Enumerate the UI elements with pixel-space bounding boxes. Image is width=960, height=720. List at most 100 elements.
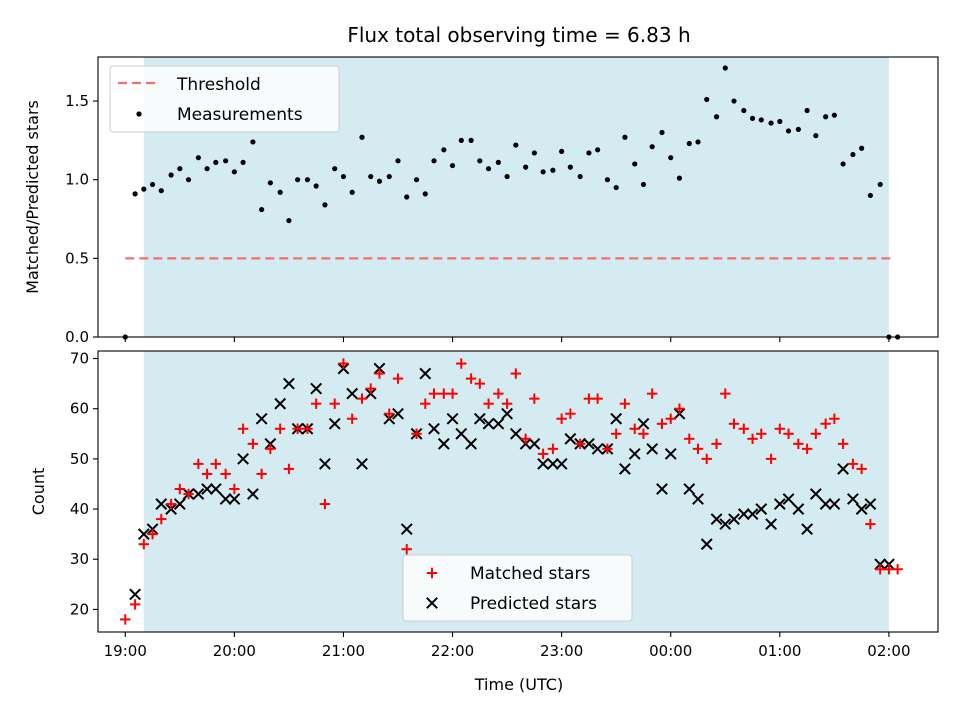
predicted-point [591,442,604,455]
measurement-point [804,107,810,114]
matched-point [474,378,486,389]
count-y-ticks: 20 30 40 50 60 70 [70,350,98,618]
predicted-point [155,498,168,510]
measurement-point [595,147,601,153]
matched-point [783,428,794,439]
measurement-point [185,177,192,183]
predicted-point [610,412,623,425]
matched-point [774,423,786,434]
measurement-point [204,166,210,172]
matched-point [692,443,704,455]
measurement-point [831,112,837,118]
matched-point [456,358,467,369]
count-legend-box [402,554,633,622]
measurement-point [158,188,164,194]
legend-matched-marker [426,567,438,579]
predicted-point [809,488,822,500]
measurement-point [777,118,783,125]
matched-point [820,418,831,429]
matched-point [356,393,368,404]
matched-point [520,433,531,445]
matched-point [319,498,331,510]
matched-point [338,358,349,369]
count-panel: 20 30 40 50 60 70 19:00 20:00 21:00 22:00 23:00 00… [29,350,939,694]
predicted-point [737,508,750,520]
matched-point [547,443,559,455]
matched-point [447,388,458,399]
matched-point [310,398,322,409]
predicted-point [228,493,241,505]
predicted-point [646,442,659,455]
predicted-point [400,523,413,536]
x-tick-label: 00:00 [649,642,692,660]
predicted-point [192,488,205,500]
measurement-point [640,181,647,188]
legend-predicted-label: Predicted stars [470,594,597,614]
measurement-point [304,177,311,183]
y-tick-label: 0.5 [65,249,89,267]
predicted-point [455,427,468,440]
measurement-point [368,173,374,180]
matched-point [465,373,477,384]
measurement-point [649,144,655,150]
measurement-point [477,158,483,164]
measurement-point [141,186,147,192]
matched-point [329,398,340,409]
predicted-point [419,367,432,380]
measurement-point [659,129,665,136]
predicted-point [700,538,713,551]
measurement-point [504,173,510,180]
measurement-point [785,128,792,134]
predicted-point [864,498,877,510]
measurement-point [550,167,556,173]
predicted-point [755,503,768,515]
count-panel-frame [97,350,939,633]
measurement-point [867,192,873,199]
predicted-point [728,513,740,526]
predicted-point [219,493,232,505]
predicted-point [773,498,786,510]
matched-point [210,458,222,470]
measurement-point [731,98,737,104]
measurement-point [823,114,829,120]
predicted-point [656,483,668,495]
predicted-point [683,483,696,495]
ratio-y-axis-label: Matched/Predicted stars [23,100,42,294]
measurement-point [559,148,565,154]
predicted-point [537,457,549,470]
matched-point [720,388,731,399]
measurement-point [632,161,638,167]
predicted-point [473,412,486,425]
predicted-point [547,457,559,470]
matched-point [156,513,167,525]
predicted-point [664,447,677,460]
matched-point [801,443,813,455]
predicted-point [819,498,832,510]
y-tick-label: 1.0 [65,171,89,189]
matched-point [483,398,494,409]
legend-threshold-label: Threshold [176,75,261,95]
predicted-point [310,382,323,395]
y-tick-label: 70 [70,350,89,368]
predicted-point [446,412,459,425]
count-y-axis-label: Count [29,468,48,516]
ratio-y-ticks: 0.0 0.5 1.0 1.5 [65,92,98,346]
measurement-point [741,107,747,114]
measurement-point [250,139,256,145]
count-x-ticks: 19:00 20:00 21:00 22:00 23:00 00:00 01:00 02:00 [104,632,911,660]
matched-point [183,488,194,500]
measurement-point [422,191,428,197]
measurement-point [376,178,383,184]
predicted-point [129,588,141,601]
matched-point [493,388,504,399]
ratio-x-ticks [124,337,890,342]
measurement-point [695,139,701,145]
measurement-point [441,147,447,153]
measurement-point [722,65,728,71]
matched-point [574,438,586,450]
measurement-point [359,134,365,140]
matched-point [629,423,640,434]
measurement-point [686,140,692,147]
measurement-point [349,189,355,195]
predicted-point [283,377,295,390]
